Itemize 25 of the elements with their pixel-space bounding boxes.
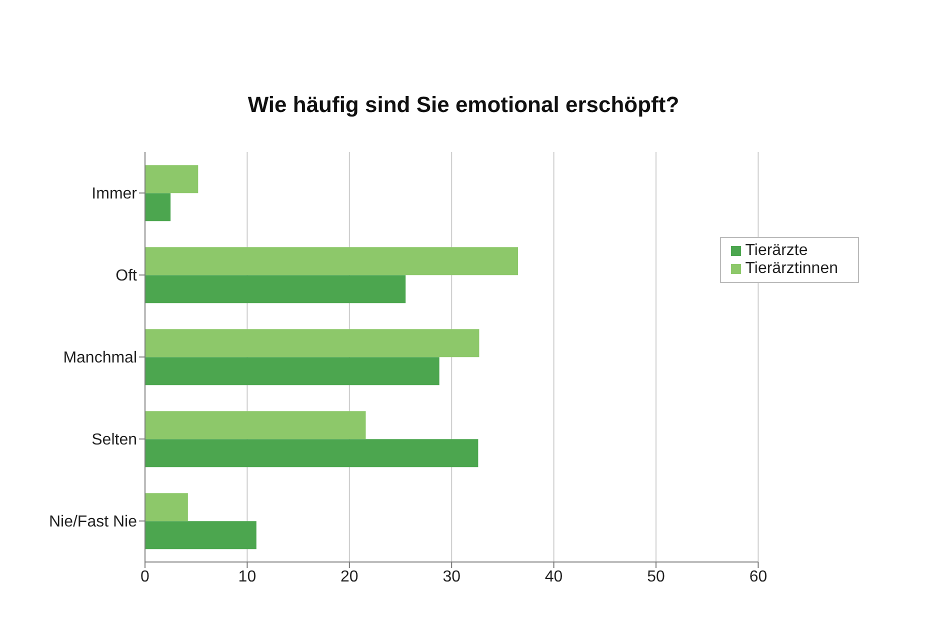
x-tick-label: 50 bbox=[647, 568, 666, 586]
y-tick-label: Selten bbox=[92, 432, 137, 449]
chart-title: Wie häufig sind Sie emotional erschöpft? bbox=[246, 91, 680, 119]
x-tick-label: 20 bbox=[340, 568, 358, 586]
bar bbox=[145, 357, 440, 386]
bar bbox=[145, 411, 366, 440]
x-tick-label: 0 bbox=[140, 568, 150, 586]
bar bbox=[145, 439, 478, 468]
x-tick-label: 30 bbox=[442, 568, 461, 586]
bar bbox=[145, 275, 406, 304]
bar bbox=[145, 193, 171, 222]
bar bbox=[145, 247, 518, 276]
legend-label: Tierärzte bbox=[745, 242, 808, 259]
bar bbox=[145, 165, 198, 194]
x-tick-label: 10 bbox=[238, 568, 256, 586]
bar bbox=[145, 521, 256, 550]
y-tick-label: Oft bbox=[116, 268, 138, 285]
y-tick-label: Manchmal bbox=[63, 350, 137, 367]
legend-label: Tierärztinnen bbox=[745, 260, 838, 277]
x-tick-label: 40 bbox=[544, 568, 563, 586]
bar bbox=[145, 493, 188, 522]
y-tick-label: Immer bbox=[92, 186, 138, 203]
bar bbox=[145, 329, 480, 358]
x-tick-label: 60 bbox=[749, 568, 768, 586]
y-tick-label: Nie/Fast Nie bbox=[48, 514, 138, 531]
